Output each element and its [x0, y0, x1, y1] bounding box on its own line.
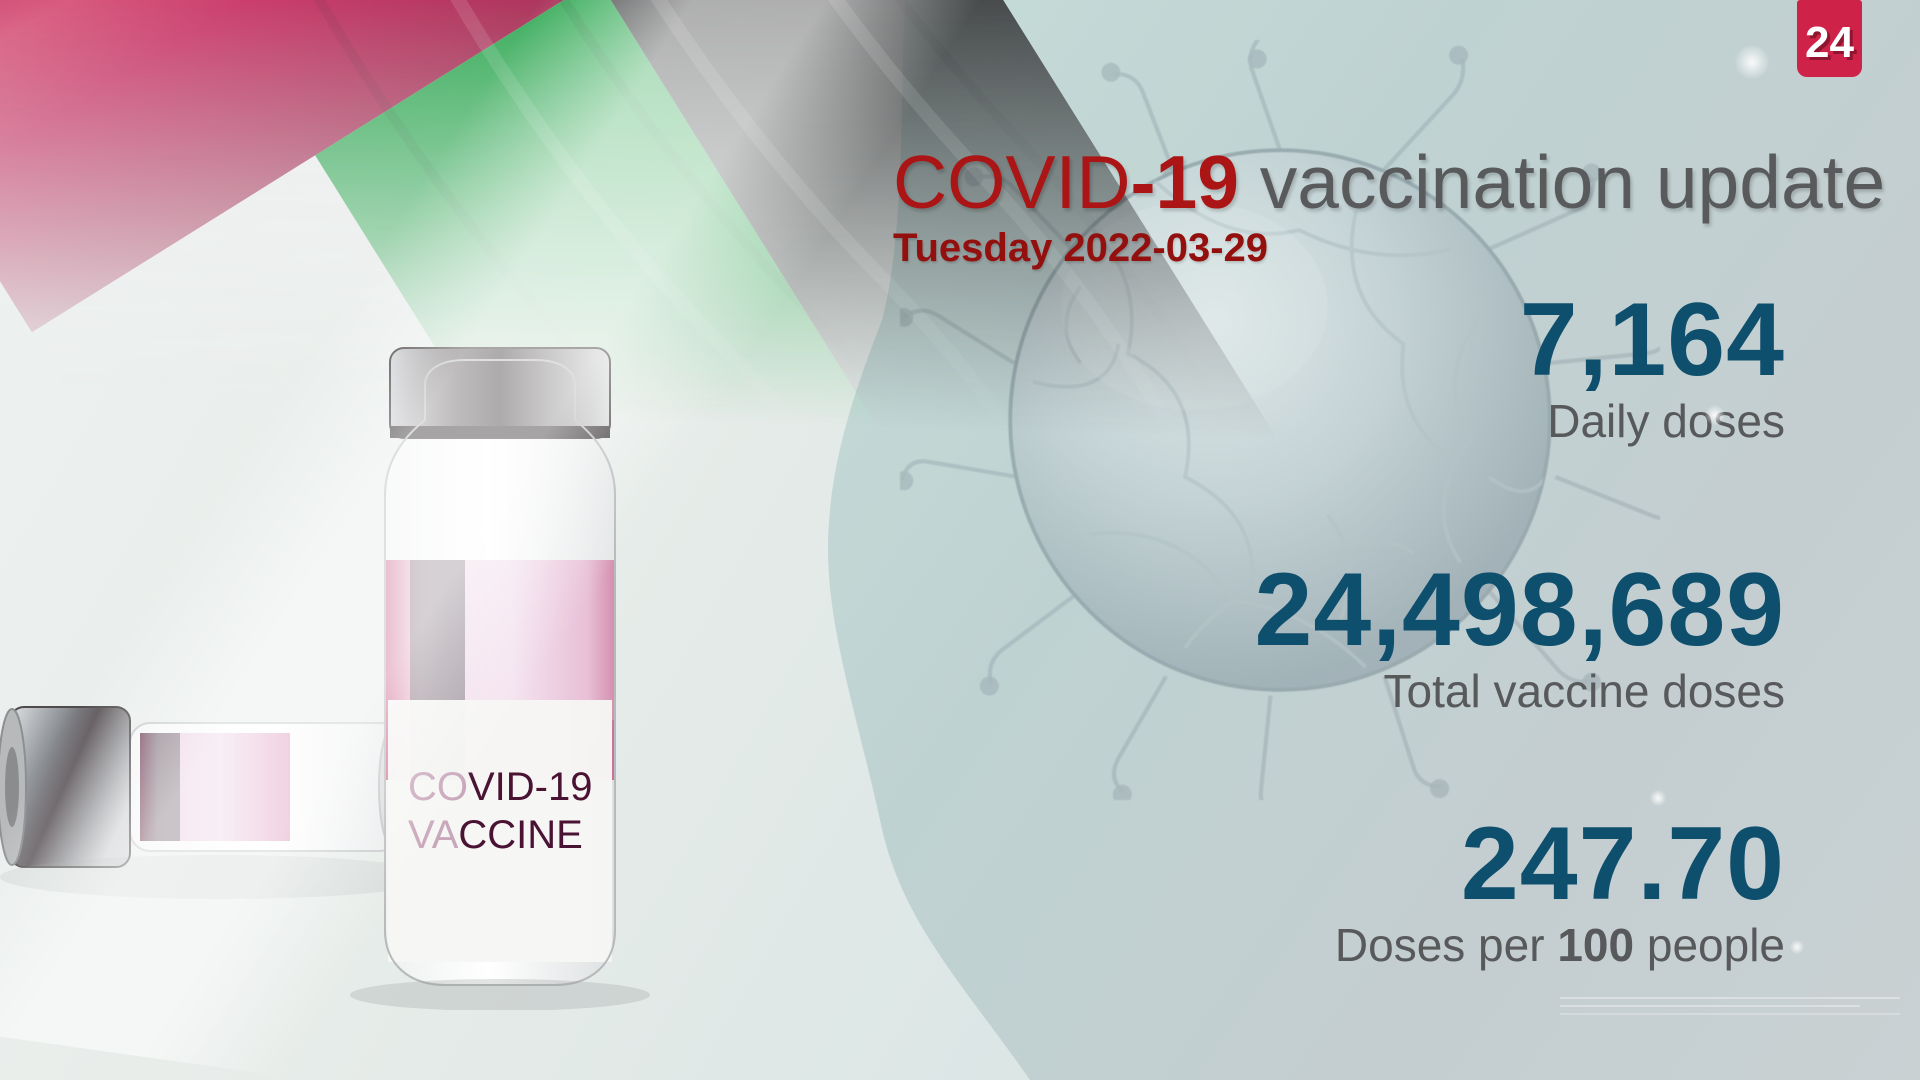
svg-text:COVID-19: COVID-19 [408, 765, 593, 809]
svg-text:24: 24 [1805, 18, 1854, 67]
svg-text:VACCINE: VACCINE [408, 813, 583, 857]
